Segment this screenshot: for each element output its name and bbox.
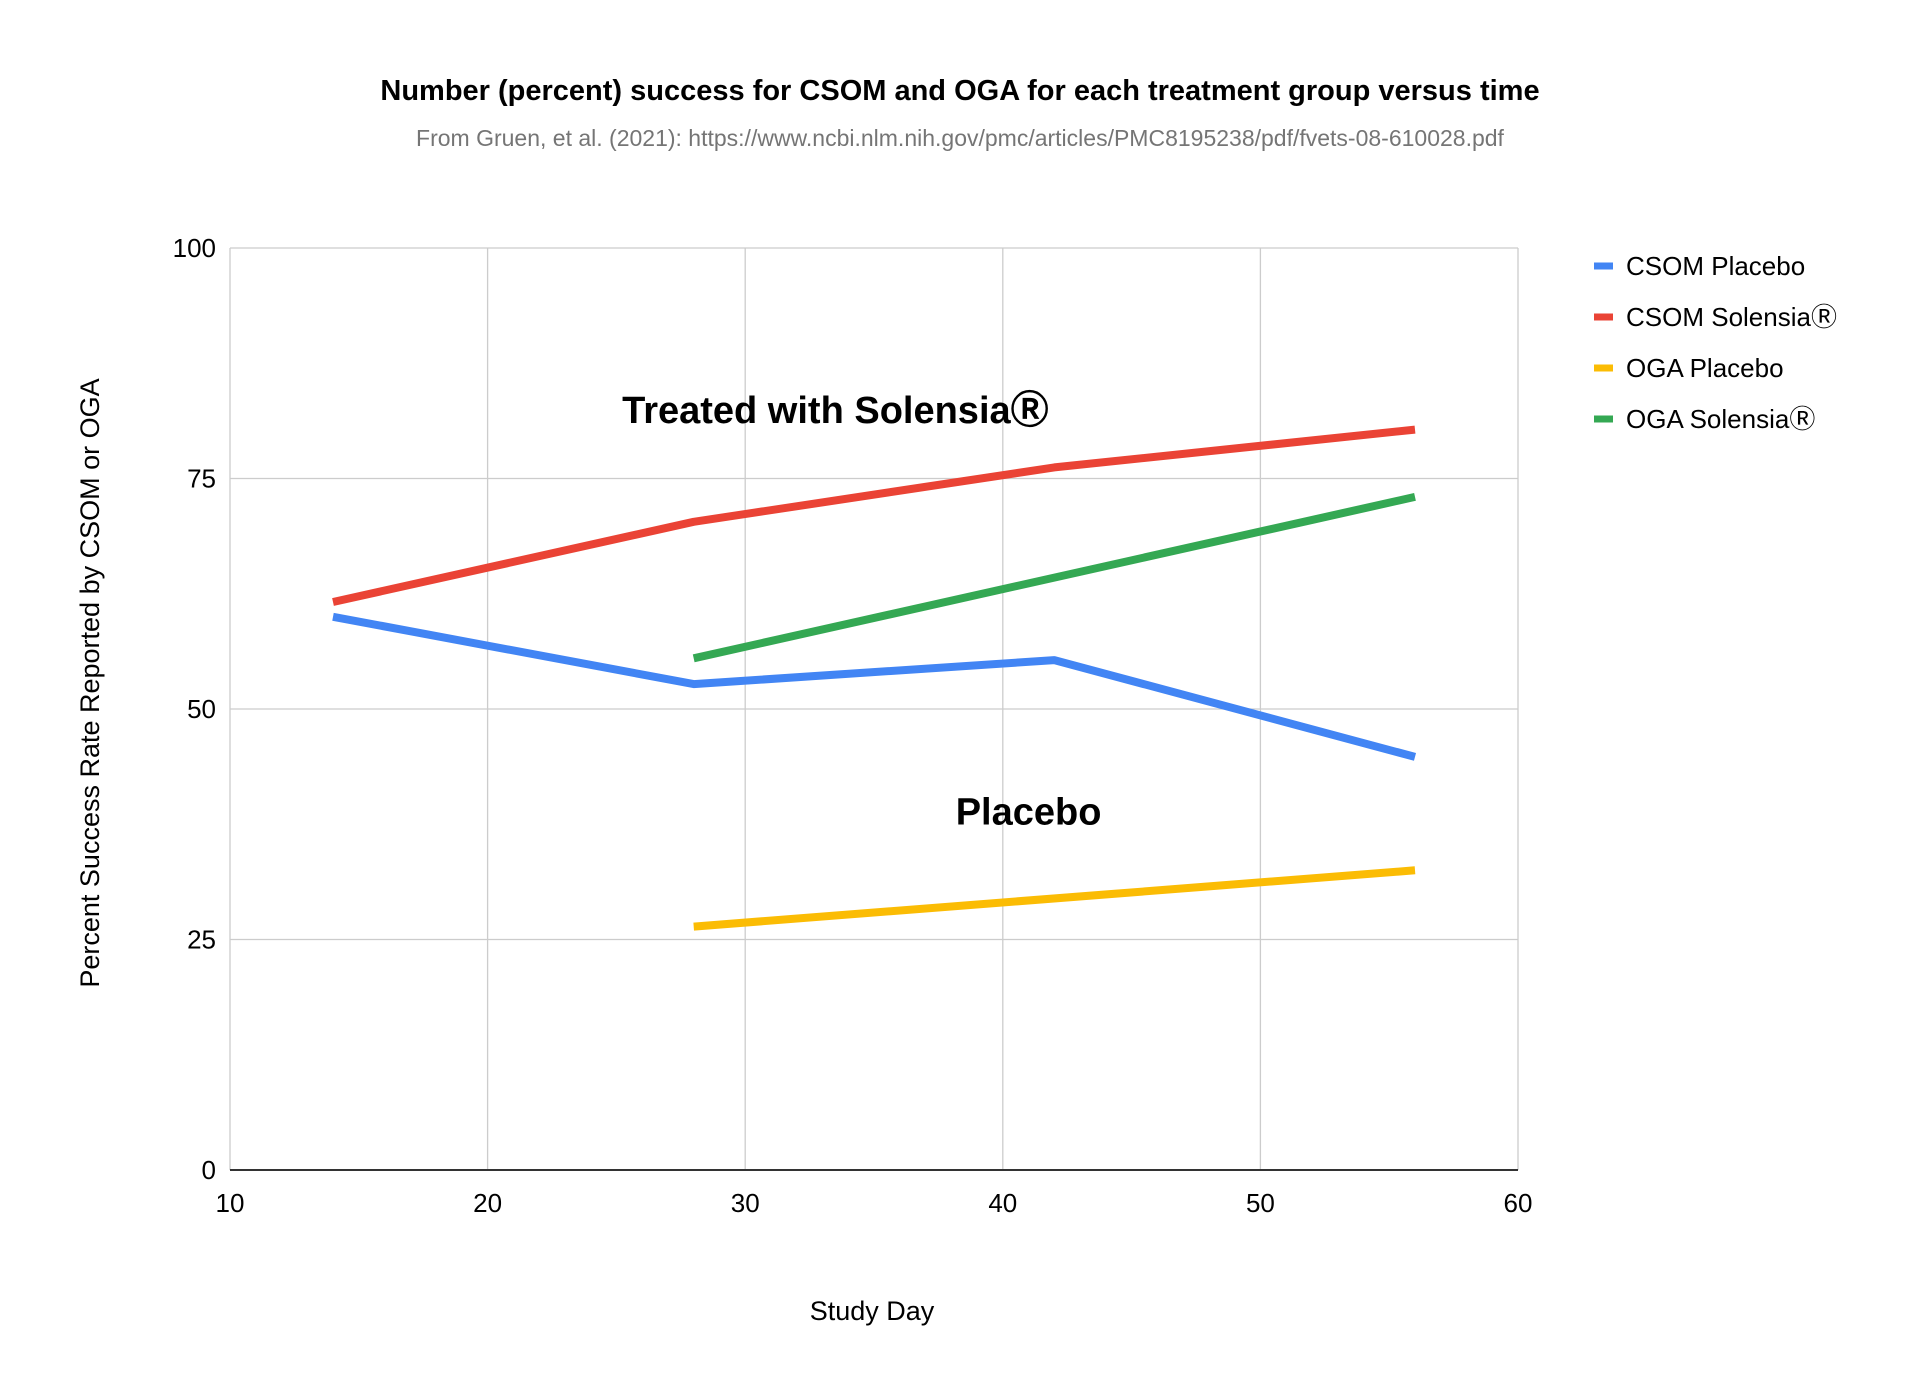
grid-lines (229, 247, 1519, 1170)
chart-subtitle: From Gruen, et al. (2021): https://www.n… (416, 125, 1505, 151)
series-line-oga-placebo (693, 866, 1416, 931)
chart-title: Number (percent) success for CSOM and OG… (380, 75, 1539, 107)
series-line-oga-solensia (692, 492, 1416, 663)
y-tick-label: 25 (187, 925, 216, 955)
x-axis-title: Study Day (810, 1296, 935, 1326)
legend-label: OGA Placebo (1626, 353, 1784, 383)
y-tick-label: 75 (187, 464, 216, 494)
chart-annotation: Treated with SolensiaⓇ (622, 390, 1049, 432)
y-axis-title: Percent Success Rate Reported by CSOM or… (75, 378, 105, 987)
annotations: Treated with SolensiaⓇ Placebo (622, 390, 1101, 833)
series-line-csom-solensia (332, 425, 1416, 606)
x-tick-label: 20 (473, 1188, 502, 1218)
x-tick-label: 60 (1504, 1188, 1533, 1218)
y-tick-label: 0 (202, 1155, 216, 1185)
y-tick-label: 100 (173, 233, 216, 263)
legend-label: CSOM Placebo (1626, 251, 1805, 281)
legend: CSOM Placebo CSOM SolensiaⓇ OGA Placebo OGA… (1594, 251, 1837, 434)
series-line-csom-placebo (332, 612, 1417, 761)
legend-label: OGA SolensiaⓇ (1626, 404, 1815, 434)
x-tick-label: 30 (731, 1188, 760, 1218)
x-tick-label: 10 (216, 1188, 245, 1218)
axes: 0 25 50 75 100 10 20 30 40 50 60 (173, 233, 1533, 1218)
legend-label: CSOM SolensiaⓇ (1626, 302, 1837, 332)
chart-annotation: Placebo (956, 791, 1102, 833)
x-tick-label: 40 (988, 1188, 1017, 1218)
y-tick-label: 50 (187, 694, 216, 724)
x-tick-label: 50 (1246, 1188, 1275, 1218)
series-lines (332, 425, 1417, 931)
